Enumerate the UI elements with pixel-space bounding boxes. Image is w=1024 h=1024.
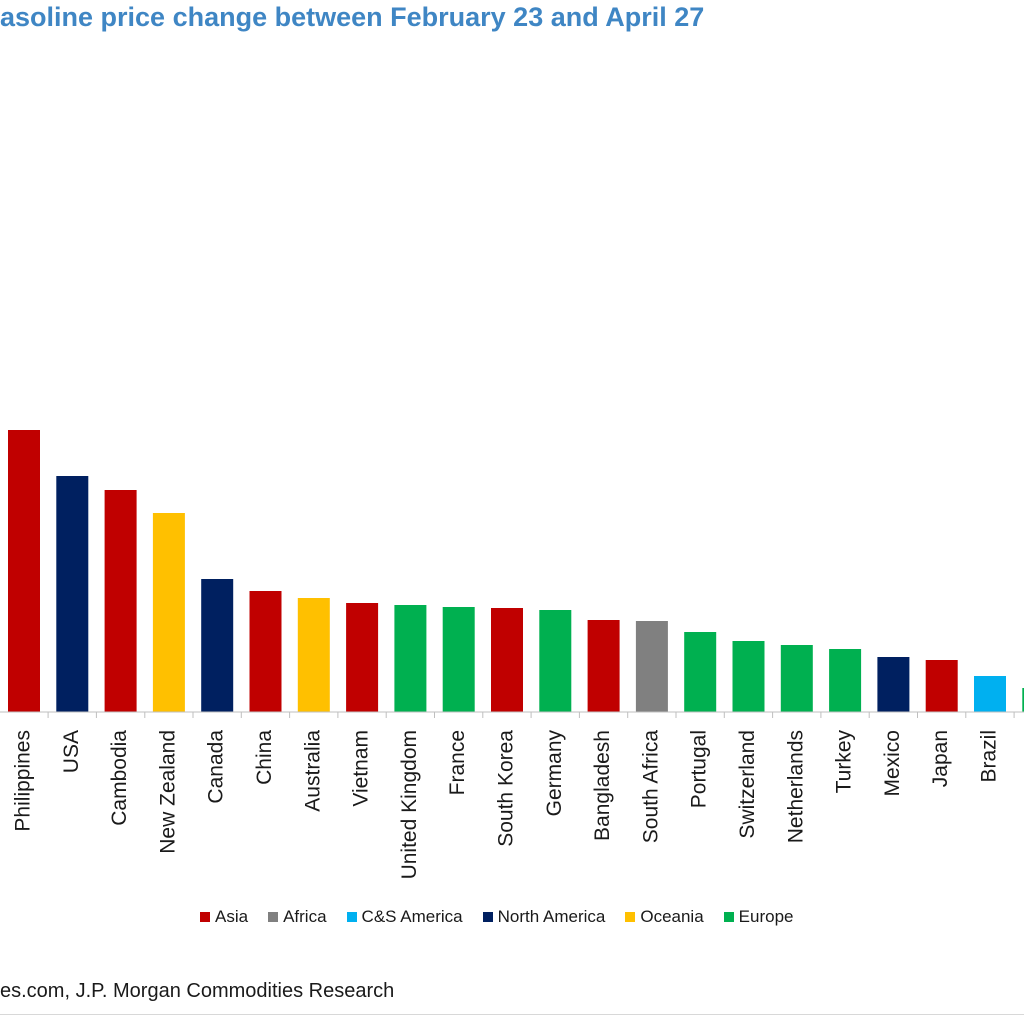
bar-japan [925, 660, 958, 712]
bars-layer [8, 430, 1024, 712]
bar-brazil [974, 676, 1006, 712]
category-label: United Kingdom [398, 730, 421, 879]
category-label: Germany [543, 730, 566, 817]
chart-title: asoline price change between February 23… [0, 2, 705, 32]
legend-item: Asia [200, 907, 248, 927]
category-label: France [446, 730, 469, 795]
bar-australia [297, 598, 330, 712]
bar-usa [56, 476, 89, 712]
bar-france [442, 607, 475, 712]
category-label: USA [60, 730, 83, 773]
bar-canada [201, 579, 234, 712]
bar-new-zealand [152, 513, 185, 712]
bar-portugal [684, 632, 717, 712]
category-label: Portugal [688, 730, 711, 808]
legend: Asia Africa C&S America North America Oceani… [200, 907, 814, 927]
bar-chart: Philippines USA Cambodia New Zealand Canada C… [0, 430, 1024, 880]
category-label: Switzerland [736, 730, 759, 839]
category-label: Turkey [833, 730, 856, 794]
bar-philippines [8, 430, 40, 712]
legend-swatch [268, 912, 279, 922]
bar-vietnam [346, 603, 379, 712]
ticks-layer [47, 712, 1015, 718]
category-label: Brazil [978, 730, 1001, 783]
bar-netherlands [780, 645, 813, 712]
legend-swatch [346, 912, 357, 922]
category-label: Cambodia [108, 730, 131, 826]
bar-switzerland [732, 641, 765, 712]
bar-turkey [829, 649, 862, 712]
category-label: Vietnam [350, 730, 373, 807]
legend-label: North America [497, 907, 606, 926]
legend-label: C&S America [361, 907, 463, 926]
category-label: Philippines [12, 730, 35, 832]
legend-label: Africa [283, 907, 327, 926]
bar-mexico [877, 657, 910, 712]
category-label: Mexico [881, 730, 904, 797]
legend-swatch [482, 912, 493, 922]
category-label: Bangladesh [591, 730, 614, 841]
bar-bangladesh [587, 620, 620, 712]
legend-label: Asia [215, 907, 249, 926]
bar-germany [539, 610, 572, 712]
category-label: South Korea [495, 730, 518, 847]
legend-item: Africa [268, 907, 327, 927]
category-labels: Philippines USA Cambodia New Zealand Canada C… [12, 730, 1001, 880]
bar-china [249, 591, 282, 712]
category-label: Japan [929, 730, 952, 787]
legend-label: Oceania [640, 907, 704, 926]
legend-swatch [200, 912, 210, 922]
legend-item: Oceania [625, 907, 704, 927]
legend-swatch [723, 912, 734, 922]
category-label: Netherlands [784, 730, 807, 843]
legend-item: North America [482, 907, 606, 927]
bar-unlabeled [1022, 688, 1024, 712]
category-label: South Africa [639, 730, 662, 844]
category-label: Canada [205, 730, 228, 804]
bottom-divider [0, 1014, 1024, 1015]
bar-south-africa [635, 621, 668, 712]
category-label: New Zealand [156, 730, 179, 854]
category-label: China [253, 730, 276, 785]
category-label: Australia [301, 730, 324, 812]
legend-label: Europe [738, 907, 794, 926]
legend-item: C&S America [346, 907, 463, 927]
source-note: es.com, J.P. Morgan Commodities Research [0, 980, 395, 1002]
bar-cambodia [104, 490, 137, 712]
legend-item: Europe [723, 907, 794, 927]
legend-swatch [625, 912, 636, 922]
bar-united-kingdom [394, 605, 427, 712]
bar-south-korea [491, 608, 523, 712]
